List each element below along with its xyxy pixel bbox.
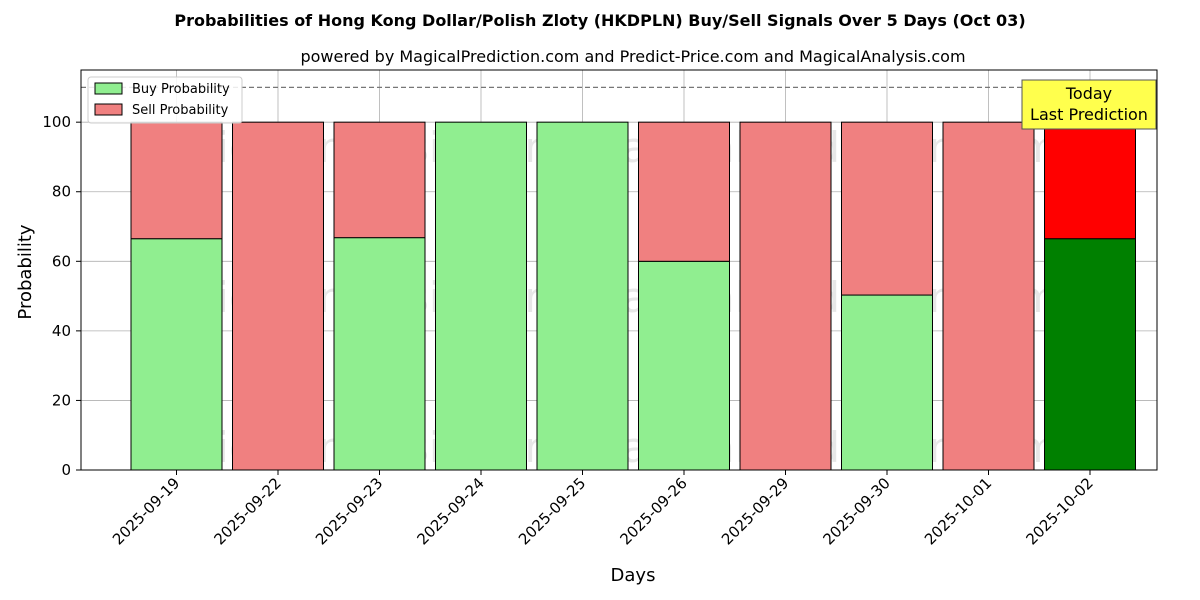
sell-bar — [841, 121, 933, 296]
sell-bar — [232, 121, 324, 471]
today-annotation-line2: Last Prediction — [1030, 105, 1148, 124]
buy-bar — [638, 260, 730, 471]
y-tick-label: 40 — [52, 322, 71, 340]
x-axis: 2025-09-19 2025-09-22 2025-09-23 2025-09-24… — [109, 470, 1097, 548]
bars — [130, 121, 1136, 471]
legend-buy-swatch — [94, 82, 123, 95]
x-axis-label: Days — [611, 565, 656, 586]
today-annotation: Today Last Prediction — [1021, 79, 1157, 130]
buy-bar — [435, 121, 527, 471]
sell-bar — [638, 121, 730, 262]
x-tick-label: 2025-09-25 — [515, 474, 589, 548]
x-tick-label: 2025-09-30 — [819, 474, 893, 548]
chart-title: Probabilities of Hong Kong Dollar/Polish… — [174, 11, 1025, 30]
buy-bar — [1044, 238, 1136, 471]
y-axis-label: Probability — [15, 224, 36, 319]
x-tick-label: 2025-09-26 — [616, 474, 690, 548]
legend-sell-label: Sell Probability — [132, 103, 229, 118]
y-tick-label: 80 — [52, 183, 71, 201]
legend-box — [87, 76, 243, 124]
legend: Buy Probability Sell Probability — [87, 76, 243, 124]
x-tick-label: 2025-09-22 — [210, 474, 284, 548]
buy-bar — [841, 294, 933, 471]
y-tick-label: 60 — [52, 252, 71, 270]
buy-bar — [536, 121, 629, 471]
y-tick-label: 20 — [52, 391, 71, 409]
today-annotation-line1: Today — [1065, 84, 1112, 103]
x-tick-label: 2025-10-01 — [921, 474, 995, 548]
sell-bar — [739, 121, 832, 471]
x-tick-label: 2025-09-29 — [718, 474, 792, 548]
sell-bar — [1044, 121, 1136, 240]
x-tick-label: 2025-09-23 — [312, 474, 386, 548]
y-tick-label: 0 — [61, 461, 71, 479]
legend-sell-swatch — [94, 103, 123, 116]
x-tick-label: 2025-10-02 — [1022, 474, 1096, 548]
buy-bar — [130, 238, 223, 471]
x-tick-label: 2025-09-19 — [109, 474, 183, 548]
sell-bar — [130, 121, 223, 240]
y-tick-label: 100 — [42, 113, 71, 131]
chart-subtitle: powered by MagicalPrediction.com and Pre… — [300, 47, 965, 66]
legend-buy-label: Buy Probability — [132, 82, 230, 97]
plot-area-frame — [80, 69, 1158, 471]
x-tick-label: 2025-09-24 — [413, 474, 487, 548]
sell-bar — [942, 121, 1035, 471]
sell-bar — [333, 121, 426, 239]
today-annotation-box — [1021, 79, 1157, 130]
buy-bar — [333, 237, 426, 471]
y-axis: 0 20 40 60 80 100 — [42, 113, 81, 479]
